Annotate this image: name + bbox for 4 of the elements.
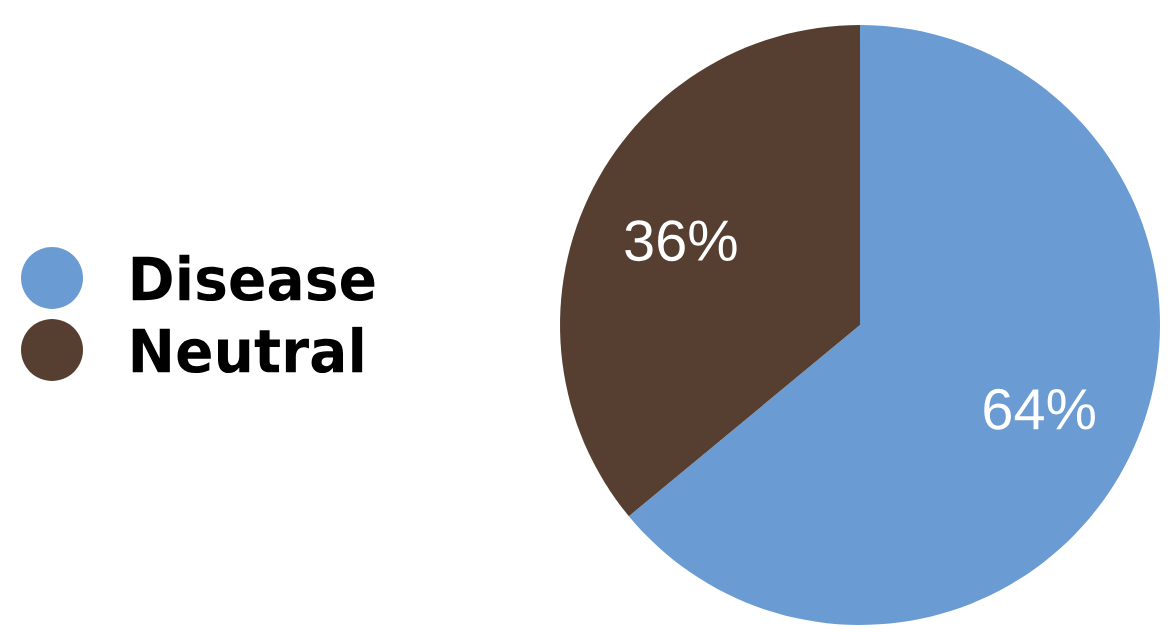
data-label: 64% <box>984 388 1095 430</box>
legend-label: Neutral <box>132 326 363 374</box>
legend-label: Disease <box>132 254 375 302</box>
data-label: 36% <box>625 220 737 262</box>
